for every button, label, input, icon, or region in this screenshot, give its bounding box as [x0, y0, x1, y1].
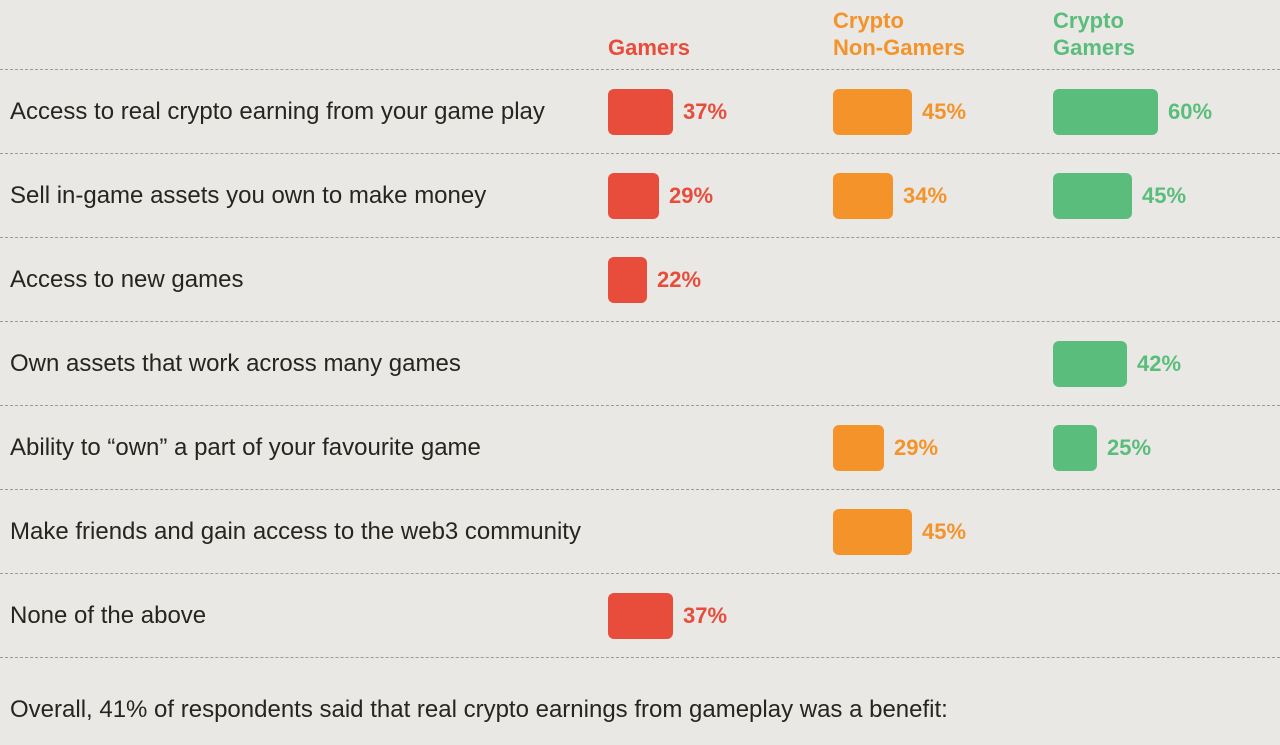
chart-row: Sell in-game assets you own to make mone… [0, 154, 1280, 238]
bar-cell-crypto-non-gamers [833, 574, 1053, 657]
column-header-gamers: Gamers [608, 35, 690, 60]
bar-value: 42% [1137, 350, 1182, 376]
bar-cell-crypto-gamers [1053, 238, 1280, 321]
summary-text: Overall, 41% of respondents said that re… [10, 696, 948, 723]
bar-value: 29% [894, 434, 939, 460]
category-label: Ability to “own” a part of your favourit… [10, 433, 481, 461]
bar-value: 34% [903, 182, 948, 208]
bar-cell-crypto-non-gamers: 29% [833, 406, 1053, 489]
bar-cell-crypto-gamers [1053, 574, 1280, 657]
bar-value: 60% [1168, 98, 1213, 124]
bar-cell-crypto-non-gamers: 45% [833, 70, 1053, 153]
bar-value: 37% [683, 98, 728, 124]
bar-crypto-gamers [1053, 424, 1097, 471]
bar-crypto-non-gamers [833, 88, 912, 135]
chart-body: Access to real crypto earning from your … [0, 70, 1280, 658]
bar-gamers [608, 88, 673, 135]
chart-row: Own assets that work across many games 42… [0, 322, 1280, 406]
chart-row: None of the above 37% [0, 574, 1280, 658]
bar-cell-crypto-gamers: 60% [1053, 70, 1280, 153]
chart-row: Access to new games 22% [0, 238, 1280, 322]
bar-cell-crypto-gamers [1053, 490, 1280, 573]
bar-cell-gamers: 22% [608, 238, 833, 321]
bar-cell-crypto-non-gamers [833, 238, 1053, 321]
bar-crypto-non-gamers [833, 508, 912, 555]
category-label: Access to real crypto earning from your … [10, 97, 545, 125]
chart-row: Access to real crypto earning from your … [0, 70, 1280, 154]
bar-gamers [608, 172, 659, 219]
bar-crypto-gamers [1053, 172, 1132, 219]
bar-value: 25% [1107, 434, 1152, 460]
bar-crypto-gamers [1053, 340, 1127, 387]
bar-value: 22% [657, 266, 702, 292]
bar-cell-crypto-non-gamers: 45% [833, 490, 1053, 573]
category-label: Access to new games [10, 265, 244, 293]
bar-gamers [608, 592, 673, 639]
bar-cell-crypto-gamers: 45% [1053, 154, 1280, 237]
bar-value: 45% [922, 98, 967, 124]
bar-cell-gamers: 37% [608, 70, 833, 153]
bar-cell-gamers: 37% [608, 574, 833, 657]
column-header-crypto-non-gamers: Crypto Non-Gamers [833, 8, 966, 60]
bar-cell-gamers [608, 490, 833, 573]
bar-cell-crypto-non-gamers: 34% [833, 154, 1053, 237]
bar-cell-crypto-gamers: 42% [1053, 322, 1280, 405]
bar-cell-crypto-gamers: 25% [1053, 406, 1280, 489]
bar-value: 45% [1142, 182, 1187, 208]
category-label: Make friends and gain access to the web3… [10, 517, 581, 545]
bar-crypto-non-gamers [833, 424, 884, 471]
category-label: Own assets that work across many games [10, 349, 461, 377]
bar-crypto-non-gamers [833, 172, 893, 219]
column-header-crypto-gamers: Crypto Gamers [1053, 8, 1135, 60]
bar-cell-gamers [608, 406, 833, 489]
bar-value: 45% [922, 518, 967, 544]
column-headers: Gamers Crypto Non-Gamers Crypto Gamers [0, 6, 1280, 70]
bar-crypto-gamers [1053, 88, 1158, 135]
bar-cell-gamers: 29% [608, 154, 833, 237]
category-label: None of the above [10, 601, 207, 629]
bar-value: 29% [669, 182, 714, 208]
bar-cell-crypto-non-gamers [833, 322, 1053, 405]
category-label: Sell in-game assets you own to make mone… [10, 181, 487, 209]
bar-gamers [608, 256, 647, 303]
bar-value: 37% [683, 602, 728, 628]
bar-cell-gamers [608, 322, 833, 405]
chart-row: Make friends and gain access to the web3… [0, 490, 1280, 574]
chart-row: Ability to “own” a part of your favourit… [0, 406, 1280, 490]
